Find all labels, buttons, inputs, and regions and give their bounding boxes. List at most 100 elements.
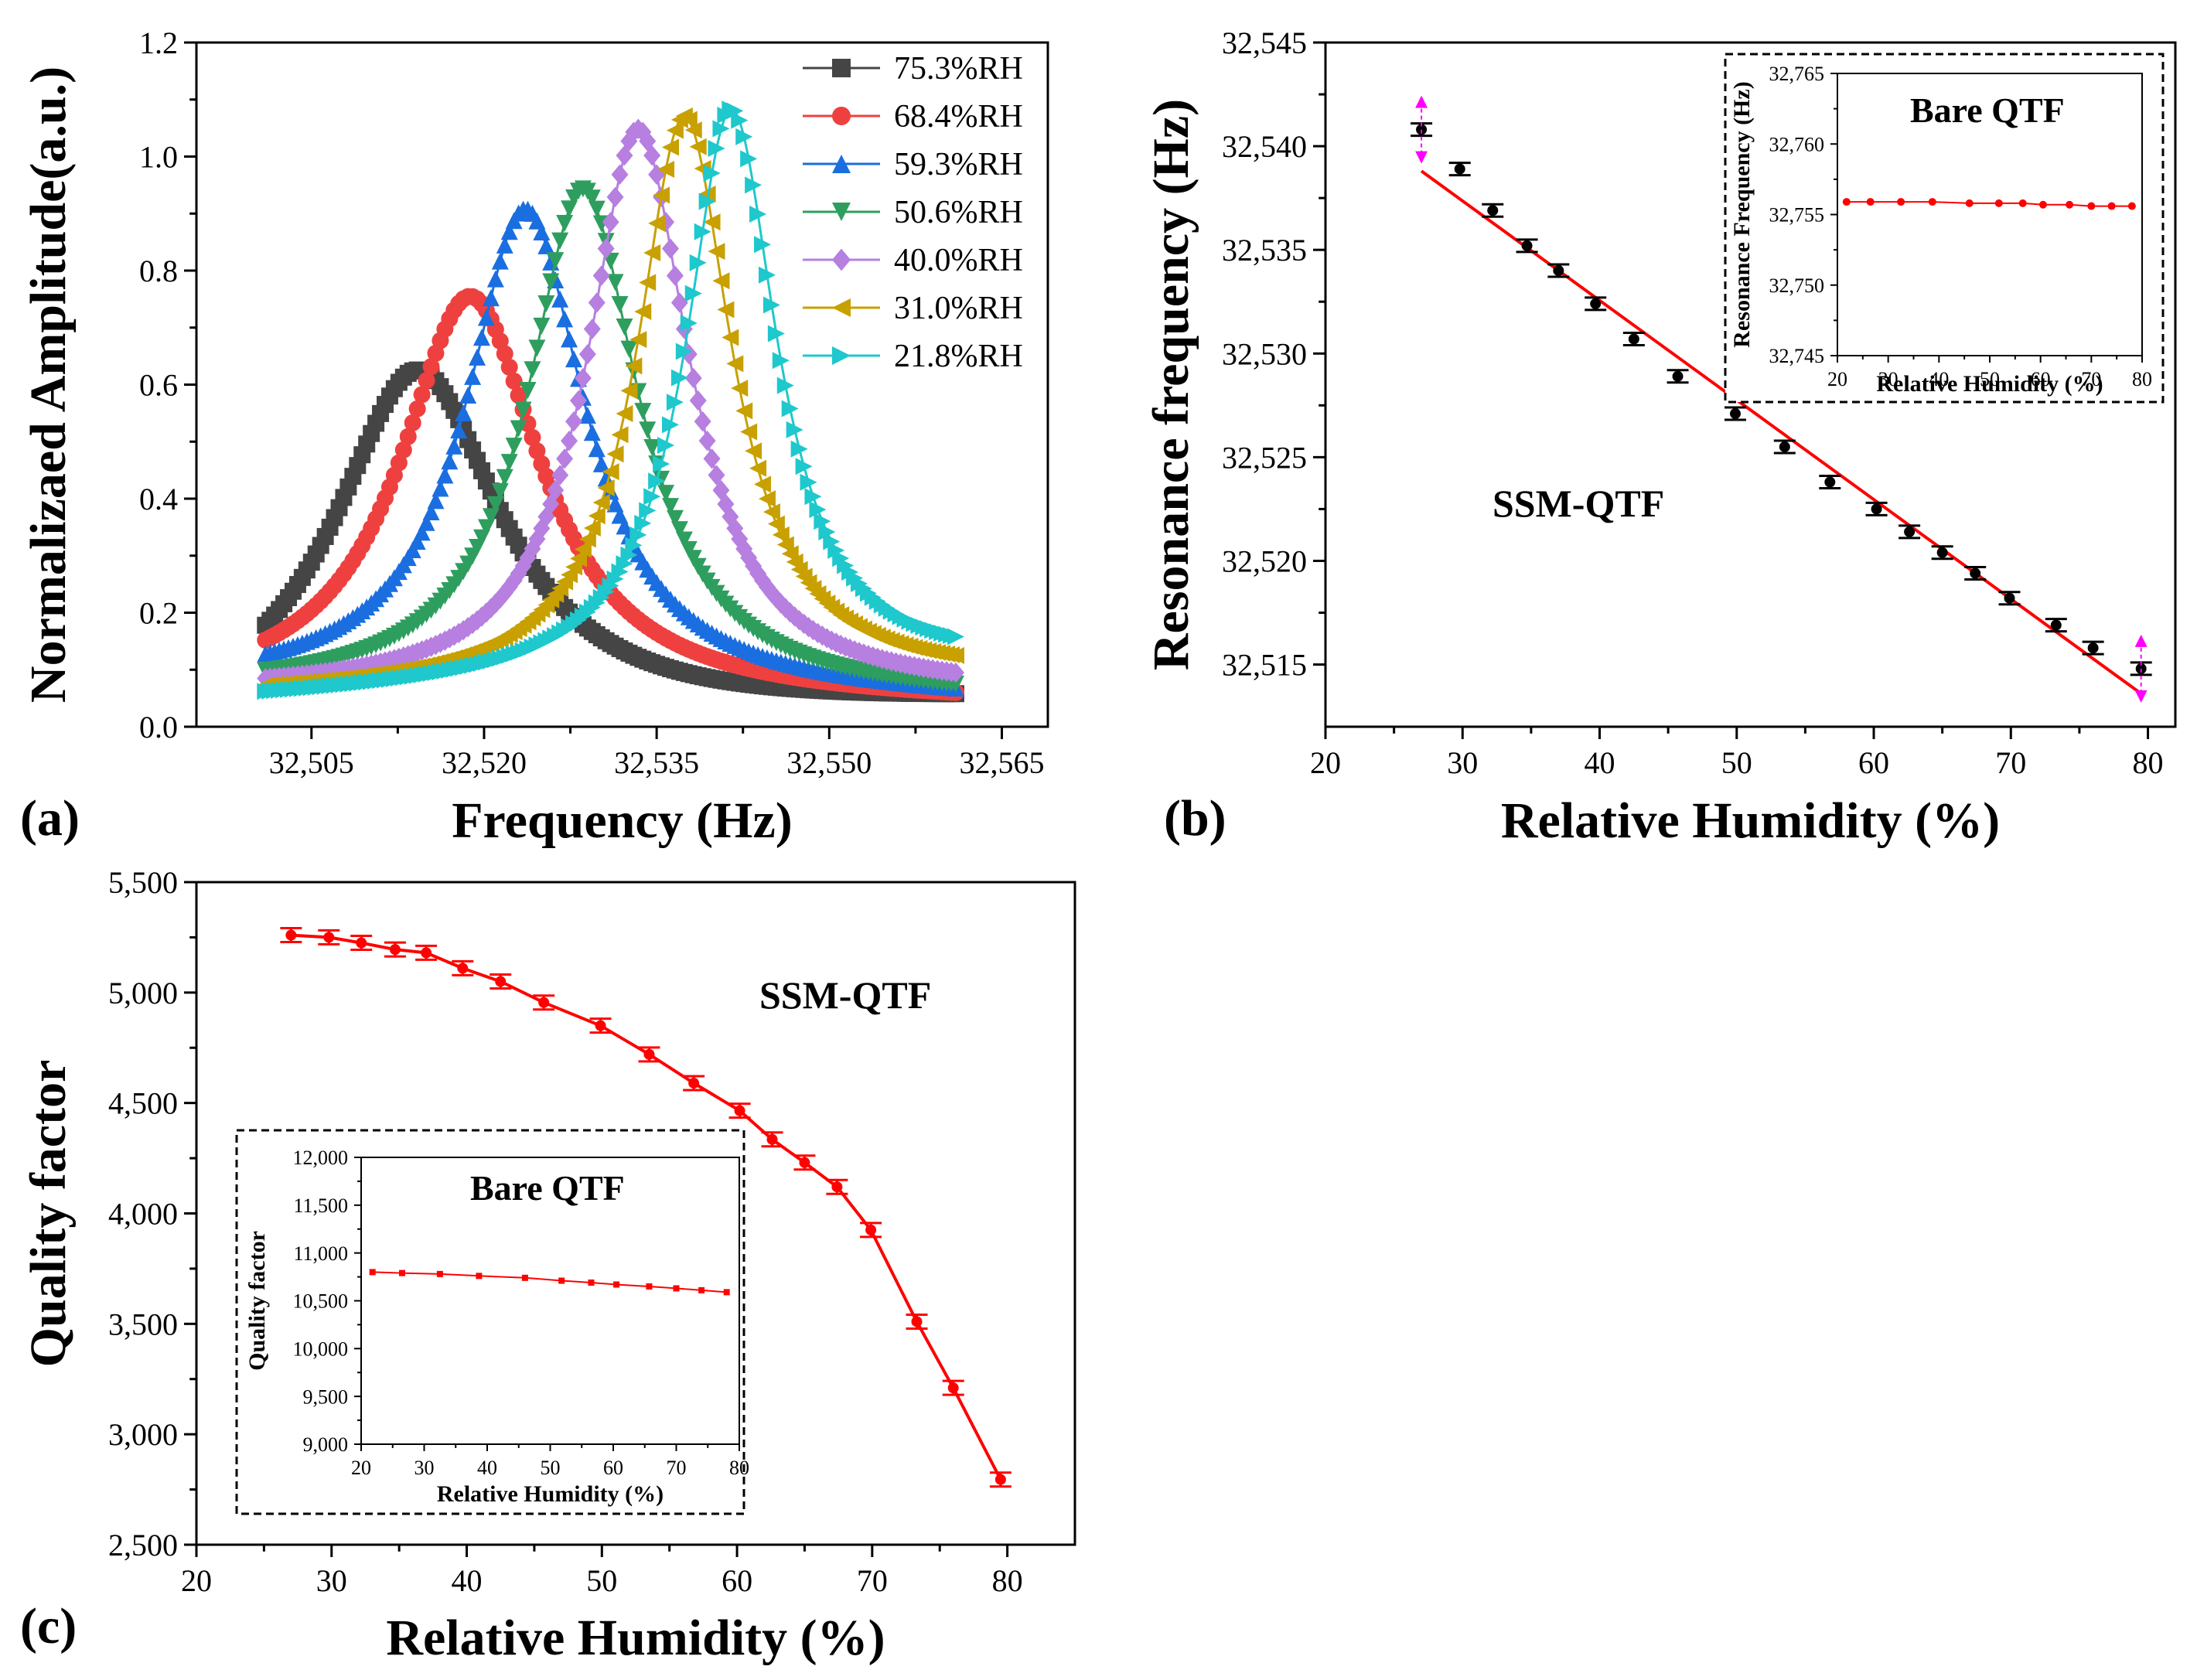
- a-data-point: [472, 329, 490, 346]
- a-data-point: [762, 296, 780, 314]
- c-marker: [356, 937, 367, 949]
- a-data-point: [657, 161, 675, 179]
- b-data-point: [1865, 501, 1888, 516]
- a-data-point: [735, 538, 753, 560]
- c-inset-x-tick-label: 20: [351, 1457, 371, 1479]
- a-data-point: [500, 454, 518, 472]
- a-data-point: [694, 411, 711, 432]
- b-marker: [2050, 619, 2062, 631]
- a-data-point: [684, 121, 702, 139]
- b-panel-label: (b): [1164, 790, 1226, 847]
- a-data-point: [722, 329, 739, 346]
- a-data-point: [592, 455, 610, 472]
- c-x-tick-label: 70: [857, 1563, 888, 1598]
- c-data-point: [906, 1313, 928, 1330]
- a-data-point: [745, 176, 762, 194]
- b-inset-point: [1866, 198, 1875, 206]
- a-data-point: [643, 438, 661, 456]
- a-data-point: [684, 285, 702, 302]
- c-data-point: [589, 1017, 612, 1034]
- c-panel-label: (c): [20, 1598, 77, 1654]
- c-inset-point: [558, 1277, 565, 1284]
- a-data-point: [583, 520, 601, 537]
- a-data-point: [524, 538, 541, 560]
- b-inset-y-tick-label: 32,765: [1769, 63, 1825, 85]
- a-legend-marker: [832, 248, 851, 271]
- c-marker: [595, 1020, 606, 1031]
- b-inset-y-tick-label: 32,755: [1769, 204, 1825, 227]
- a-data-point: [418, 513, 435, 531]
- a-panel-label: (a): [20, 790, 80, 847]
- a-data-point: [726, 355, 744, 373]
- a-data-point: [698, 430, 716, 452]
- c-data-point: [989, 1471, 1012, 1488]
- a-data-point: [519, 414, 537, 432]
- b-marker: [1487, 205, 1499, 216]
- c-y-tick-label: 3,500: [108, 1307, 178, 1341]
- a-data-point: [399, 428, 417, 445]
- b-data-point: [1667, 369, 1689, 384]
- b-inset-y-tick-label: 32,750: [1769, 274, 1825, 297]
- c-marker: [734, 1105, 745, 1116]
- c-inset-y-tick-label: 11,500: [293, 1194, 348, 1217]
- a-data-point: [689, 138, 707, 155]
- b-marker: [1970, 567, 1981, 579]
- b-x-axis-title: Relative Humidity (%): [1501, 792, 2000, 849]
- a-data-point: [800, 473, 817, 491]
- a-data-point: [496, 236, 513, 254]
- a-data-point: [551, 232, 569, 250]
- a-data-point: [556, 448, 574, 469]
- a-data-point: [496, 345, 513, 363]
- a-data-point: [533, 223, 551, 240]
- a-data-point: [418, 372, 435, 390]
- c-marker: [688, 1077, 700, 1089]
- a-data-point: [786, 421, 803, 438]
- a-data-point: [611, 563, 629, 581]
- a-data-point: [790, 440, 808, 458]
- b-data-point: [1898, 524, 1921, 540]
- b-x-tick-label: 50: [1721, 745, 1752, 780]
- a-data-point: [588, 200, 606, 218]
- b-inset-point: [2107, 202, 2116, 210]
- a-data-point: [620, 546, 638, 564]
- a-data-point: [616, 145, 633, 166]
- a-data-point: [441, 452, 459, 470]
- b-inset-x-tick-label: 20: [1827, 368, 1847, 390]
- c-data-point: [350, 935, 373, 952]
- a-data-point: [722, 506, 739, 527]
- c-data-point: [942, 1379, 964, 1396]
- a-data-point: [551, 465, 569, 486]
- a-data-point: [708, 243, 725, 261]
- c-y-tick-label: 5,500: [108, 865, 178, 900]
- a-data-point: [583, 189, 601, 207]
- a-data-point: [745, 442, 762, 460]
- b-range-arrow: [1415, 95, 1428, 164]
- a-data-point: [832, 550, 850, 567]
- b-x-tick-label: 70: [1995, 745, 2026, 780]
- c-marker: [323, 932, 335, 943]
- a-data-point: [561, 431, 578, 452]
- c-data-point: [761, 1131, 783, 1148]
- b-inset-y-tick-label: 32,760: [1769, 133, 1825, 155]
- c-inset-border: [235, 1129, 745, 1515]
- a-data-point: [661, 416, 679, 434]
- panel-c: 20 30 40 50 60 70 80 2,500 3,000 3,500 4,000 4,500 5…: [20, 865, 1076, 1666]
- a-x-tick-label: 32,550: [786, 745, 872, 780]
- b-y-tick-label: 32,530: [1222, 336, 1307, 371]
- b-data-point: [1622, 332, 1645, 346]
- a-data-point: [491, 482, 509, 500]
- a-data-point: [537, 506, 555, 527]
- a-data-point: [735, 402, 753, 420]
- a-data-point: [496, 469, 513, 486]
- c-x-tick-label: 60: [722, 1563, 752, 1598]
- a-data-point: [731, 380, 749, 397]
- a-data-point: [556, 215, 574, 233]
- b-arrow-head-down: [1415, 151, 1428, 164]
- c-inset-point: [673, 1285, 680, 1292]
- a-data-point: [703, 448, 721, 469]
- c-x-tick-label: 50: [586, 1563, 617, 1598]
- a-data-point: [661, 498, 679, 516]
- a-data-point: [717, 301, 735, 319]
- a-data-point: [731, 528, 749, 550]
- a-data-point: [680, 111, 698, 128]
